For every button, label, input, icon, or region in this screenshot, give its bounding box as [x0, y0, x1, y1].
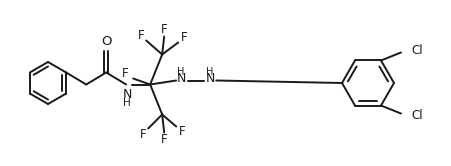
Text: F: F	[179, 125, 185, 138]
Text: Cl: Cl	[410, 109, 422, 122]
Text: F: F	[161, 23, 167, 36]
Text: H: H	[177, 67, 184, 77]
Text: F: F	[122, 67, 128, 80]
Text: F: F	[139, 128, 146, 141]
Text: F: F	[138, 29, 144, 42]
Text: F: F	[161, 133, 167, 146]
Text: H: H	[206, 67, 213, 77]
Text: N: N	[176, 72, 185, 85]
Text: O: O	[101, 35, 111, 48]
Text: F: F	[180, 31, 187, 44]
Text: H: H	[123, 97, 131, 108]
Text: N: N	[205, 72, 214, 85]
Text: Cl: Cl	[410, 44, 422, 57]
Text: N: N	[122, 88, 132, 101]
